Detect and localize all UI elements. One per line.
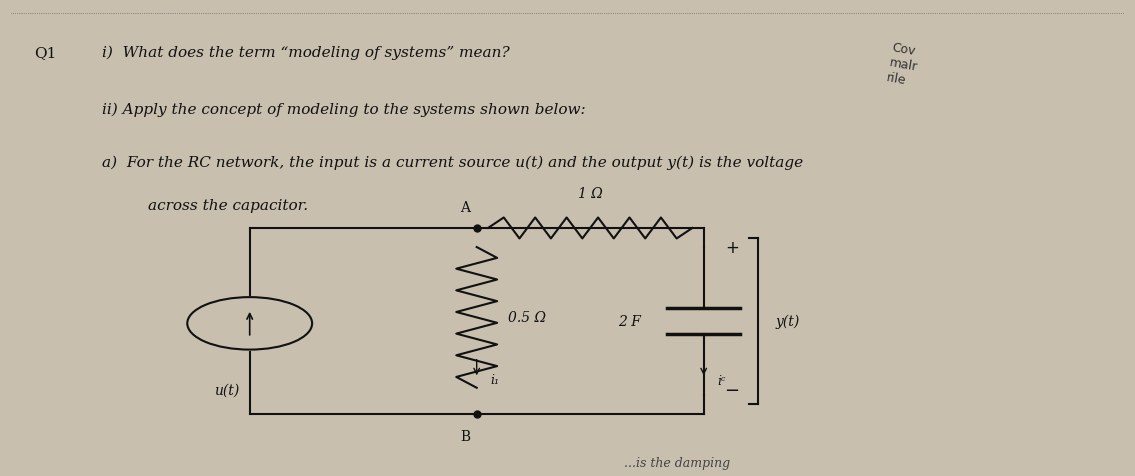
Text: A: A <box>460 201 470 215</box>
Text: y(t): y(t) <box>775 314 799 328</box>
Text: a)  For the RC network, the input is a current source u(t) and the output y(t) i: a) For the RC network, the input is a cu… <box>102 155 804 169</box>
Text: 2 F: 2 F <box>619 314 641 328</box>
Text: across the capacitor.: across the capacitor. <box>148 198 308 212</box>
Text: i₁: i₁ <box>490 373 499 386</box>
Text: ...is the damping: ...is the damping <box>624 456 731 469</box>
Text: Cov
malr
rile: Cov malr rile <box>885 41 920 89</box>
Text: 1 Ω: 1 Ω <box>578 187 603 200</box>
Text: B: B <box>461 429 470 443</box>
Text: u(t): u(t) <box>215 383 239 397</box>
Text: Q1: Q1 <box>34 46 57 60</box>
Text: −: − <box>724 381 740 399</box>
Text: iᶜ: iᶜ <box>717 375 725 387</box>
Text: i)  What does the term “modeling of systems” mean?: i) What does the term “modeling of syste… <box>102 46 510 60</box>
Text: 0.5 Ω: 0.5 Ω <box>508 311 546 325</box>
Text: ii) Apply the concept of modeling to the systems shown below:: ii) Apply the concept of modeling to the… <box>102 103 586 117</box>
Text: +: + <box>725 238 739 257</box>
